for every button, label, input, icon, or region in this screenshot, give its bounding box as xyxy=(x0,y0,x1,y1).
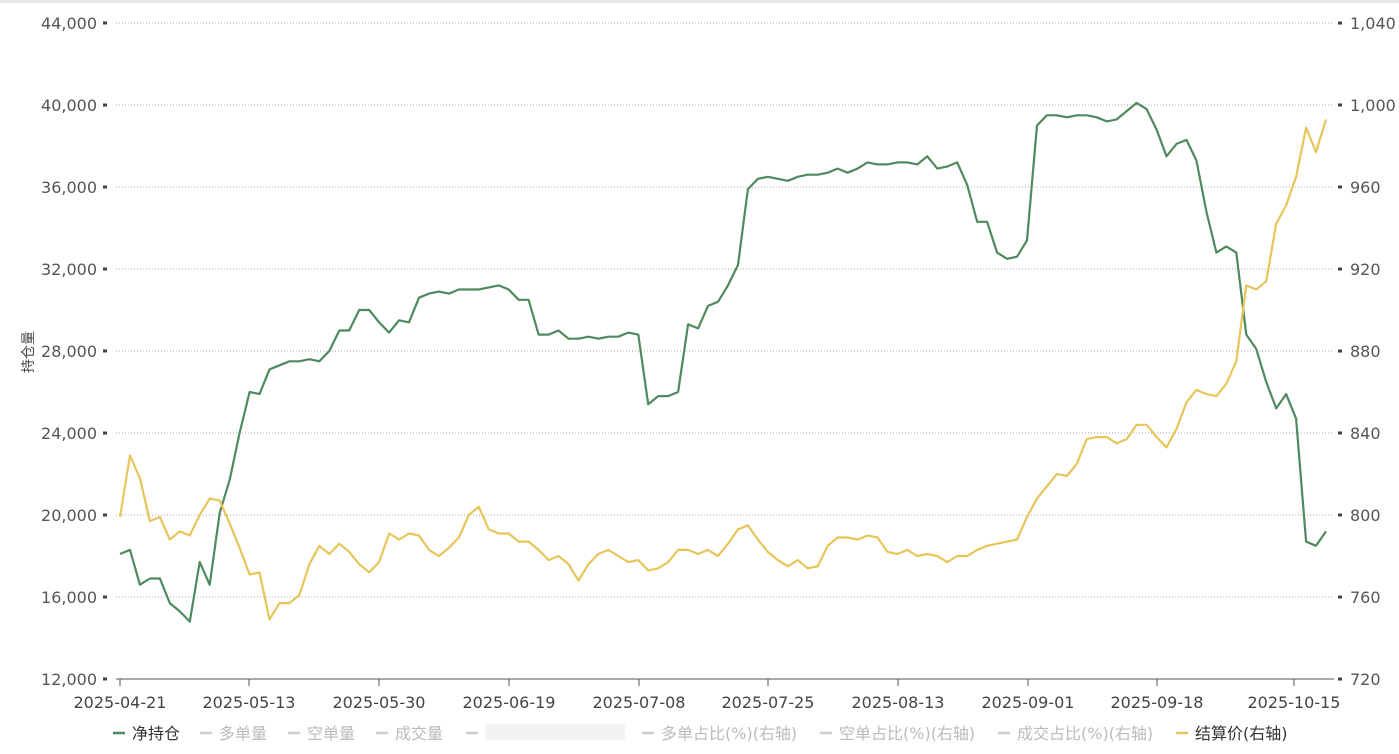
y2-tick-label: 960 xyxy=(1350,178,1381,197)
y-tick-mark xyxy=(103,267,107,271)
y-tick-label: 24,000 xyxy=(41,424,97,443)
y-tick-mark xyxy=(103,103,107,107)
y-tick-label: 28,000 xyxy=(41,342,97,361)
x-tick-label: 2025-07-08 xyxy=(593,693,686,712)
y2-tick-label: 760 xyxy=(1350,588,1381,607)
x-tick-label: 2025-07-25 xyxy=(722,693,815,712)
legend-label: 成交占比(%)(右轴) xyxy=(1017,724,1153,743)
legend-label: 结算价(右轴) xyxy=(1195,724,1288,743)
y-tick-label: 36,000 xyxy=(41,178,97,197)
y-tick-mark xyxy=(103,677,107,681)
y-tick-mark xyxy=(103,513,107,517)
y-tick-mark xyxy=(103,185,107,189)
y2-tick-mark xyxy=(1338,103,1342,107)
x-tick-label: 2025-09-01 xyxy=(982,693,1075,712)
legend-label: 多单占比(%)(右轴) xyxy=(661,724,797,743)
legend-label: 空单量 xyxy=(307,724,355,743)
y-tick-label: 16,000 xyxy=(41,588,97,607)
y-tick-mark xyxy=(103,21,107,25)
y-axis-title: 持仓量 xyxy=(21,331,37,373)
x-tick-label: 2025-04-21 xyxy=(74,693,167,712)
x-tick-label: 2025-10-15 xyxy=(1248,693,1341,712)
net-position-line xyxy=(119,101,1327,623)
legend-label: 空单占比(%)(右轴) xyxy=(839,724,975,743)
y-tick-mark xyxy=(103,431,107,435)
x-tick-label: 2025-09-18 xyxy=(1111,693,1204,712)
y2-tick-mark xyxy=(1338,267,1342,271)
grid-layer xyxy=(116,22,1334,680)
y-tick-label: 40,000 xyxy=(41,96,97,115)
y2-tick-mark xyxy=(1338,349,1342,353)
legend-label-placeholder xyxy=(485,724,625,740)
y-tick-label: 12,000 xyxy=(41,670,97,689)
y-tick-label: 32,000 xyxy=(41,260,97,279)
x-tick-label: 2025-05-30 xyxy=(333,693,426,712)
y2-tick-mark xyxy=(1338,677,1342,681)
y2-tick-mark xyxy=(1338,595,1342,599)
y2-tick-label: 920 xyxy=(1350,260,1381,279)
axis-layer: 12,000 720 16,000 760 20,000 800 24,000 840 28,0… xyxy=(41,14,1396,712)
y-tick-label: 20,000 xyxy=(41,506,97,525)
y2-tick-mark xyxy=(1338,185,1342,189)
y2-tick-label: 840 xyxy=(1350,424,1381,443)
series-layer xyxy=(118,101,1328,623)
y2-tick-mark xyxy=(1338,21,1342,25)
legend-label: 净持仓 xyxy=(132,724,180,743)
x-tick-label: 2025-05-13 xyxy=(203,693,296,712)
settlement-price-line xyxy=(118,119,1328,621)
x-tick-label: 2025-06-19 xyxy=(463,693,556,712)
x-tick-label: 2025-08-13 xyxy=(852,693,945,712)
y-tick-mark xyxy=(103,595,107,599)
legend-label: 多单量 xyxy=(219,724,267,743)
top-divider xyxy=(0,0,1399,3)
y2-tick-mark xyxy=(1338,431,1342,435)
legend-label: 成交量 xyxy=(395,724,443,743)
y2-tick-label: 1,040 xyxy=(1350,14,1396,33)
y2-tick-label: 720 xyxy=(1350,670,1381,689)
y2-tick-label: 1,000 xyxy=(1350,96,1396,115)
legend: 净持仓 多单量 空单量 成交量 多单占比(%)(右轴) 空单占比(%)(右轴) 成交占比(%… xyxy=(113,724,1288,743)
y-tick-mark xyxy=(103,349,107,353)
y2-tick-label: 800 xyxy=(1350,506,1381,525)
y-tick-label: 44,000 xyxy=(41,14,97,33)
y2-tick-mark xyxy=(1338,513,1342,517)
y2-tick-label: 880 xyxy=(1350,342,1381,361)
